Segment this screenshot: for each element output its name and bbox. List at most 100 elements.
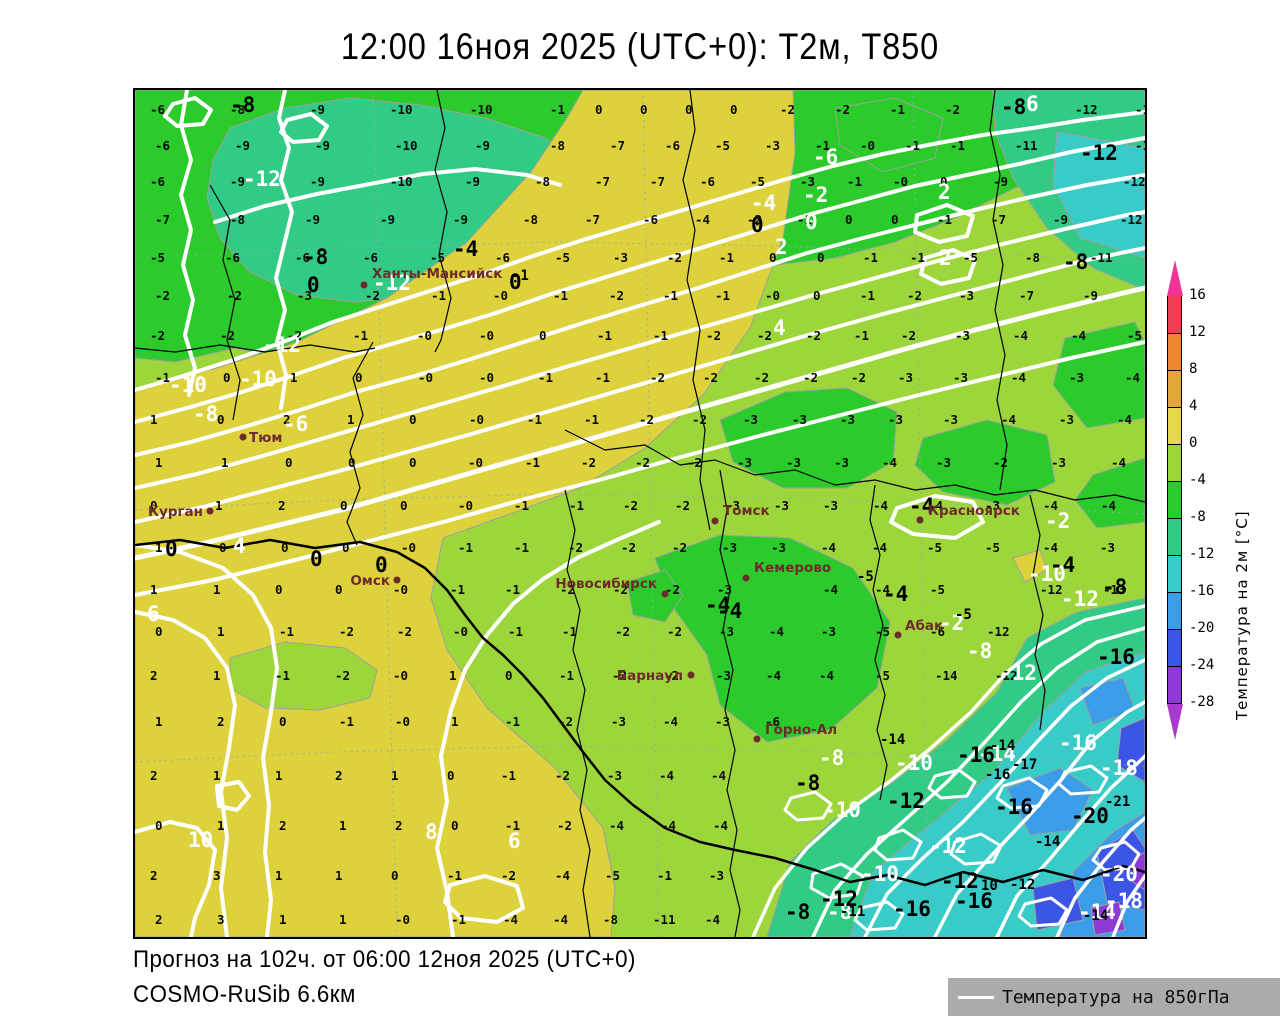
t850-contour-label: -10 <box>823 798 861 822</box>
t2m-spot-value: -2 <box>609 288 624 303</box>
t2m-spot-value: -1 <box>595 370 610 385</box>
t850-contour-label: 2 <box>939 246 952 270</box>
t2m-spot-value: 2 <box>278 498 286 513</box>
t2m-spot-value: 1 <box>213 668 221 683</box>
colorbar-arrow-top-icon <box>1167 260 1183 296</box>
t2m-spot-value: -1 <box>910 250 925 265</box>
t2m-spot-value: -2 <box>706 328 721 343</box>
t2m-spot-value: -5 <box>555 250 570 265</box>
legend-850hpa: Температура на 850гПа <box>948 978 1280 1016</box>
t850-contour-label: -14 <box>978 742 1016 766</box>
t2m-spot-value: 2 <box>217 714 225 729</box>
t2m-spot-value: -2 <box>150 328 165 343</box>
t2m-spot-value: 2 <box>150 768 158 783</box>
t2m-area-label: -16 <box>893 897 931 921</box>
t2m-spot-value: 0 <box>223 370 231 385</box>
t2m-spot-value: -6 <box>150 174 165 189</box>
t2m-area-label: -14 <box>1083 908 1108 924</box>
t2m-spot-value: -3 <box>943 412 958 427</box>
city-label: Красноярск <box>928 503 1020 519</box>
t2m-area-label: -4 <box>453 237 478 261</box>
city-dot <box>687 671 695 679</box>
t2m-area-label: -8 <box>795 771 820 795</box>
t2m-spot-value: -12 <box>987 624 1010 639</box>
t2m-area-label: -12 <box>820 887 858 911</box>
t2m-spot-value: -4 <box>1013 328 1028 343</box>
map-canvas: -6-8-9-10-10-10000-2-2-1-2-12-13-6-9-9-1… <box>135 90 1145 937</box>
t2m-spot-value: -13 <box>1103 582 1126 597</box>
t2m-spot-value: -9 <box>315 138 330 153</box>
t2m-spot-value: -2 <box>581 455 596 470</box>
colorbar-tick-label: -8 <box>1189 509 1206 525</box>
t2m-spot-value: -1 <box>431 288 446 303</box>
t2m-spot-value: -5 <box>927 540 942 555</box>
temperature-region <box>1012 549 1048 583</box>
colorbar-segment <box>1168 518 1181 555</box>
t850-contour-label: -16 <box>1059 731 1097 755</box>
t2m-spot-value: -10 <box>390 174 413 189</box>
city-dot <box>711 517 719 525</box>
t2m-spot-value: -0 <box>418 370 433 385</box>
t850-contour-line <box>135 340 1145 597</box>
t2m-spot-value: -1 <box>937 212 952 227</box>
t2m-spot-value: -4 <box>1001 412 1016 427</box>
t2m-spot-value: -2 <box>155 288 170 303</box>
t850-contour-label: -4 <box>751 191 776 215</box>
t2m-spot-value: -0 <box>860 138 875 153</box>
t2m-area-label: -4 <box>1050 553 1075 577</box>
t2m-spot-value: -1 <box>275 668 290 683</box>
t2m-spot-value: -3 <box>800 174 815 189</box>
t2m-spot-value: -5 <box>985 540 1000 555</box>
t2m-area-label: -8 <box>303 245 328 269</box>
t2m-spot-value: 0 <box>409 455 417 470</box>
t2m-spot-value: 0 <box>155 624 163 639</box>
t2m-spot-value: -1 <box>797 212 812 227</box>
t2m-spot-value: 3 <box>213 868 221 883</box>
t2m-spot-value: -9 <box>465 174 480 189</box>
t2m-spot-value: -0 <box>395 714 410 729</box>
t2m-spot-value: -6 <box>930 624 945 639</box>
t2m-spot-value: 0 <box>505 668 513 683</box>
t850-contour-line <box>179 90 197 397</box>
t2m-spot-value: 0 <box>845 212 853 227</box>
t850-contour-label: -2 <box>803 183 828 207</box>
t2m-area-label: -16 <box>955 889 993 913</box>
t2m-spot-value: -3 <box>717 582 732 597</box>
t2m-spot-value: 1 <box>150 582 158 597</box>
t850-contour-label: 2 <box>775 235 788 259</box>
t2m-spot-value: 1 <box>449 668 457 683</box>
t2m-spot-value: -0 <box>765 288 780 303</box>
city-label: Абак <box>905 618 943 634</box>
admin-border <box>209 184 241 421</box>
t2m-spot-value: -6 <box>700 174 715 189</box>
t2m-spot-value: -1 <box>501 768 516 783</box>
t2m-spot-value: -2 <box>993 455 1008 470</box>
t2m-spot-value: -2 <box>945 102 960 117</box>
t850-contour-line <box>135 110 1145 392</box>
t2m-spot-value: -6 <box>665 138 680 153</box>
city-dot <box>360 281 368 289</box>
t2m-area-label: -12 <box>941 869 979 893</box>
t2m-spot-value: 0 <box>769 250 777 265</box>
t2m-area-label: -5 <box>857 569 874 585</box>
t2m-spot-value: -1 <box>663 288 678 303</box>
t2m-spot-value: -2 <box>806 328 821 343</box>
colorbar-segment <box>1168 555 1181 592</box>
t2m-spot-value: -9 <box>1083 288 1098 303</box>
colorbar-tick-label: 8 <box>1189 361 1198 377</box>
t850-contour-line <box>1055 816 1145 937</box>
t2m-spot-value: -3 <box>1100 540 1115 555</box>
t2m-spot-value: -1 <box>863 250 878 265</box>
t2m-spot-value: -2 <box>835 102 850 117</box>
t2m-area-label: -16 <box>1097 645 1135 669</box>
t2m-area-label: -11 <box>840 904 865 920</box>
t2m-area-label: -21 <box>1105 794 1130 810</box>
t2m-spot-value: -1 <box>719 250 734 265</box>
t2m-spot-value: -6 <box>155 138 170 153</box>
colorbar-arrow-bottom-icon <box>1167 704 1183 740</box>
t2m-spot-value: -5 <box>750 174 765 189</box>
t2m-spot-value: -4 <box>928 498 943 513</box>
t2m-spot-value: -4 <box>659 768 674 783</box>
t2m-spot-value: 3 <box>217 912 225 927</box>
